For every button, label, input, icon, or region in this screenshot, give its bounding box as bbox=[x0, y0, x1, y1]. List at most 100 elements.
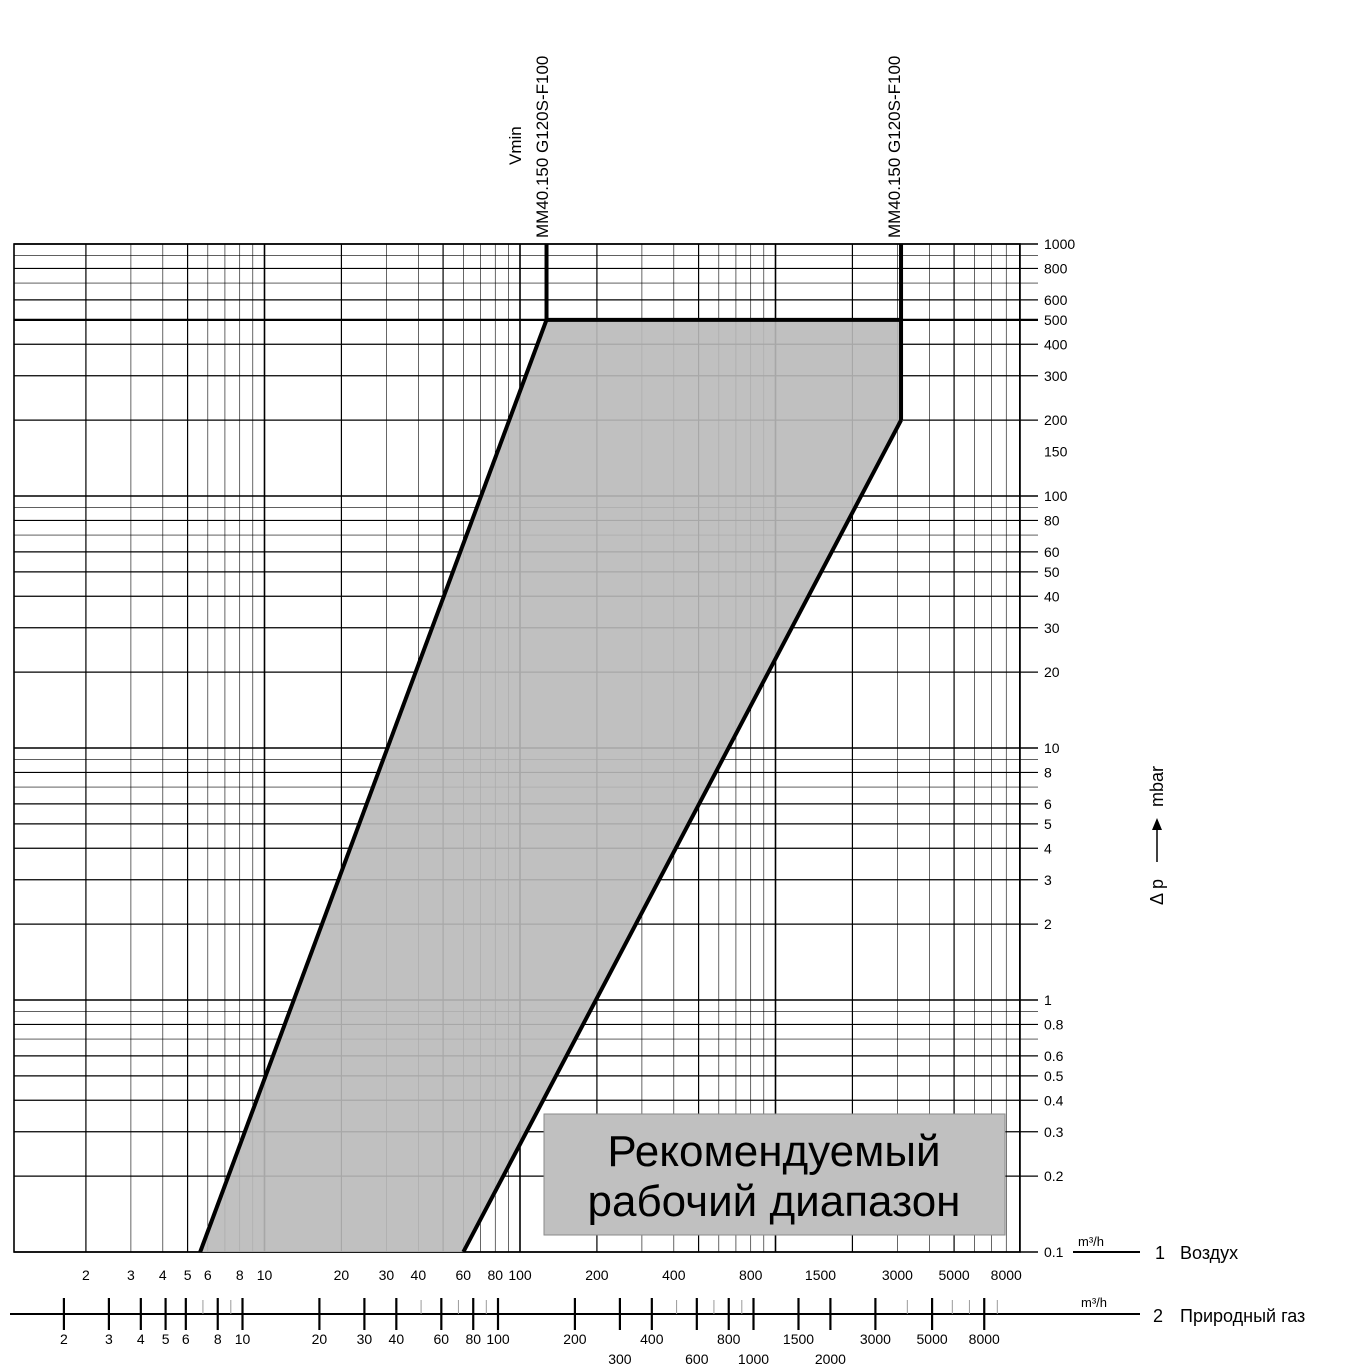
vmin-boundary-line bbox=[198, 319, 549, 1253]
y-tick-label: 3 bbox=[1044, 872, 1052, 888]
y-tick-label: 6 bbox=[1044, 796, 1052, 812]
axis-legend-gas: m³/h 2 Природный газ bbox=[1081, 1295, 1305, 1326]
gas-tick-label-lower: 2000 bbox=[815, 1351, 846, 1367]
vmin-label: Vmin bbox=[506, 126, 525, 165]
gas-tick-label: 4 bbox=[137, 1331, 145, 1347]
y-tick-label: 0.3 bbox=[1044, 1124, 1064, 1140]
gas-axis: 2 3 4 5 6 8 10 20 30 40 60 80 100 200 400 800 1500 3000 50… bbox=[10, 1298, 1140, 1367]
air-tick-label: 200 bbox=[585, 1267, 609, 1283]
y-tick-label: 400 bbox=[1044, 336, 1068, 352]
y-tick-label: 0.4 bbox=[1044, 1092, 1064, 1108]
region-note-line-1: Рекомендуемый bbox=[607, 1127, 940, 1176]
gas-tick-label: 10 bbox=[235, 1331, 251, 1347]
y-tick-label: 60 bbox=[1044, 544, 1060, 560]
air-tick-label: 5000 bbox=[939, 1267, 970, 1283]
y-tick-label: 30 bbox=[1044, 620, 1060, 636]
y-tick-label: 0.6 bbox=[1044, 1048, 1064, 1064]
air-tick-label: 1500 bbox=[805, 1267, 836, 1283]
gas-tick-label: 5000 bbox=[917, 1331, 948, 1347]
air-axis: 2 3 4 5 6 8 10 20 30 40 60 80 100 200 400 800 1500 3000 50… bbox=[82, 1267, 1022, 1283]
region-note-box bbox=[543, 1113, 1006, 1236]
air-axis-name: Воздух bbox=[1180, 1243, 1238, 1263]
y-axis-delta-label: Δ p bbox=[1147, 879, 1167, 905]
air-tick-label: 800 bbox=[739, 1267, 763, 1283]
y-axis-title: Δ p mbar bbox=[1147, 766, 1167, 905]
air-axis-number: 1 bbox=[1155, 1243, 1165, 1263]
operating-range bbox=[200, 319, 902, 1252]
y-tick-label: 2 bbox=[1044, 916, 1052, 932]
gas-tick-label: 2 bbox=[60, 1331, 68, 1347]
y-tick-label: 150 bbox=[1044, 444, 1068, 460]
air-tick-label: 2 bbox=[82, 1267, 90, 1283]
gas-tick-label: 20 bbox=[312, 1331, 328, 1347]
air-tick-label: 10 bbox=[257, 1267, 273, 1283]
gas-tick-label: 40 bbox=[389, 1331, 405, 1347]
gas-tick-label-lower: 600 bbox=[685, 1351, 709, 1367]
air-tick-label: 20 bbox=[334, 1267, 350, 1283]
operating-range-fill bbox=[200, 319, 902, 1252]
gas-axis-name: Природный газ bbox=[1180, 1306, 1305, 1326]
y-tick-label: 200 bbox=[1044, 412, 1068, 428]
y-tick-label: 0.8 bbox=[1044, 1016, 1064, 1032]
air-unit-label: m³/h bbox=[1078, 1234, 1104, 1249]
y-tick-label: 80 bbox=[1044, 512, 1060, 528]
gas-tick-label: 60 bbox=[434, 1331, 450, 1347]
y-axis-ticks: 1000800600500400300200150100806050403020… bbox=[1044, 236, 1075, 1260]
air-tick-label: 3000 bbox=[882, 1267, 913, 1283]
air-tick-label: 80 bbox=[487, 1267, 503, 1283]
y-tick-label: 40 bbox=[1044, 588, 1060, 604]
gas-unit-label: m³/h bbox=[1081, 1295, 1107, 1310]
air-tick-label: 8 bbox=[236, 1267, 244, 1283]
y-tick-label: 10 bbox=[1044, 740, 1060, 756]
y-tick-label: 300 bbox=[1044, 368, 1068, 384]
left-curve-label: MM40.150 G120S-F100 bbox=[533, 56, 552, 238]
y-tick-label: 800 bbox=[1044, 260, 1068, 276]
air-tick-label: 30 bbox=[379, 1267, 395, 1283]
gas-tick-label: 400 bbox=[640, 1331, 664, 1347]
top-labels: Vmin MM40.150 G120S-F100 MM40.150 G120S-… bbox=[506, 56, 904, 238]
region-note: Рекомендуемый рабочий диапазон bbox=[543, 1113, 1006, 1236]
y-axis-arrowhead bbox=[1152, 818, 1162, 830]
y-tick-label: 1 bbox=[1044, 992, 1052, 1008]
y-tick-label: 100 bbox=[1044, 488, 1068, 504]
y-tick-label: 1000 bbox=[1044, 236, 1075, 252]
gas-tick-label: 30 bbox=[357, 1331, 373, 1347]
air-tick-label: 40 bbox=[411, 1267, 427, 1283]
gas-tick-label: 6 bbox=[182, 1331, 190, 1347]
gas-tick-label: 3 bbox=[105, 1331, 113, 1347]
y-tick-label: 20 bbox=[1044, 664, 1060, 680]
plot-frame bbox=[13, 243, 1021, 1253]
gas-tick-label: 80 bbox=[465, 1331, 481, 1347]
y-axis-unit-label: mbar bbox=[1147, 766, 1167, 807]
y-tick-label: 0.5 bbox=[1044, 1068, 1064, 1084]
y-tick-label: 600 bbox=[1044, 292, 1068, 308]
axis-legend-air: m³/h 1 Воздух bbox=[1073, 1234, 1238, 1263]
vmax-boundary-line bbox=[461, 419, 903, 1253]
gas-tick-label: 8 bbox=[214, 1331, 222, 1347]
air-tick-label: 4 bbox=[159, 1267, 167, 1283]
gas-tick-label: 8000 bbox=[969, 1331, 1000, 1347]
gas-tick-label: 5 bbox=[162, 1331, 170, 1347]
right-curve-label: MM40.150 G120S-F100 bbox=[885, 56, 904, 238]
air-tick-label: 8000 bbox=[991, 1267, 1022, 1283]
y-tick-label: 5 bbox=[1044, 816, 1052, 832]
air-tick-label: 400 bbox=[662, 1267, 686, 1283]
gas-tick-label: 200 bbox=[563, 1331, 587, 1347]
gas-tick-label: 3000 bbox=[860, 1331, 891, 1347]
gas-tick-label-lower: 300 bbox=[608, 1351, 632, 1367]
boundary-curves bbox=[198, 244, 904, 1253]
y-tick-label: 500 bbox=[1044, 312, 1068, 328]
gas-tick-label: 1500 bbox=[783, 1331, 814, 1347]
air-tick-label: 5 bbox=[184, 1267, 192, 1283]
air-tick-label: 60 bbox=[456, 1267, 472, 1283]
region-note-line-2: рабочий диапазон bbox=[588, 1177, 961, 1226]
air-tick-label: 6 bbox=[204, 1267, 212, 1283]
y-tick-label: 0.1 bbox=[1044, 1244, 1064, 1260]
gas-tick-label: 100 bbox=[486, 1331, 510, 1347]
y-tick-label: 50 bbox=[1044, 564, 1060, 580]
y-tick-label: 0.2 bbox=[1044, 1168, 1064, 1184]
air-tick-label: 100 bbox=[508, 1267, 532, 1283]
y-tick-label: 4 bbox=[1044, 840, 1052, 856]
gas-tick-label: 800 bbox=[717, 1331, 741, 1347]
